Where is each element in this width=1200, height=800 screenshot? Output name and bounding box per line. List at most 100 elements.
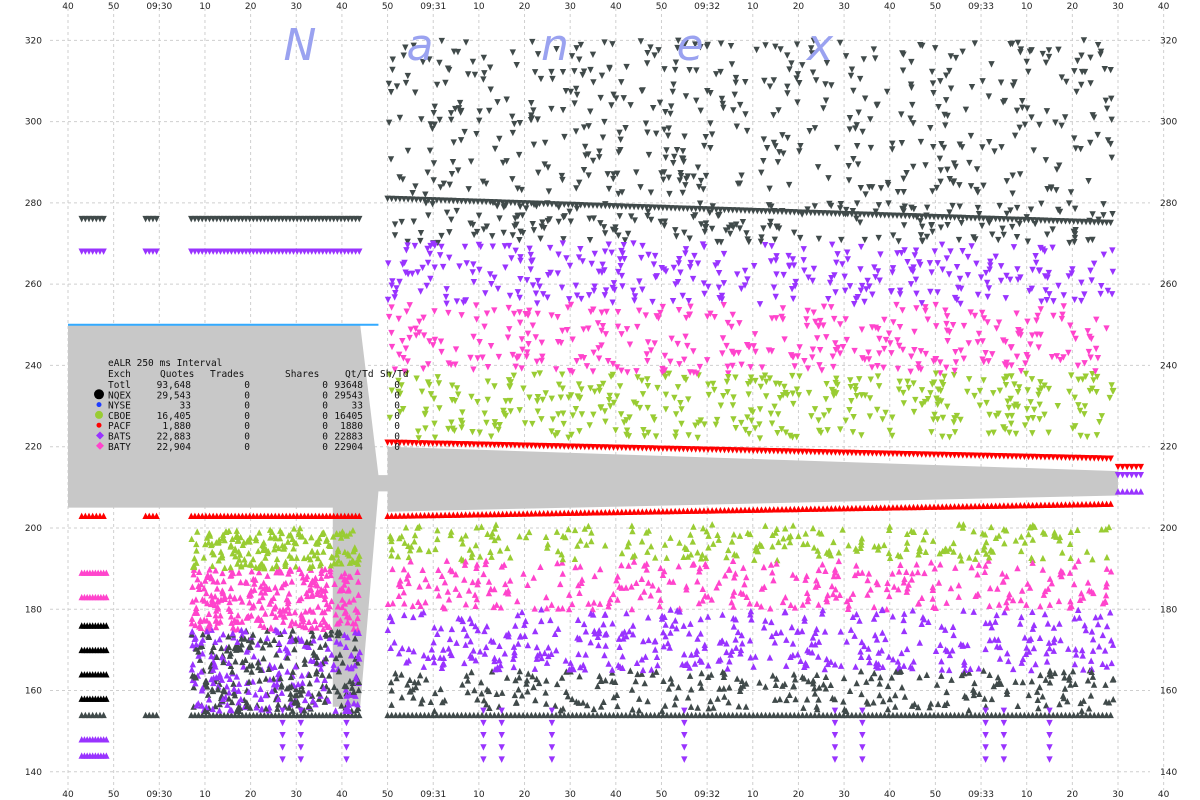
ask-cloud-mark — [992, 412, 1000, 420]
ask-cloud-mark — [944, 338, 951, 345]
bid-cloud-mark — [341, 581, 348, 588]
bid-cloud-mark — [469, 578, 476, 586]
ask-cloud-mark — [661, 218, 669, 225]
bid-cloud-mark — [966, 554, 973, 561]
pacf-bid-mark — [902, 503, 909, 511]
bid-cloud-mark — [914, 703, 922, 711]
ask-cloud-mark — [924, 316, 931, 323]
ask-cloud-mark — [386, 371, 393, 378]
bid-cloud-mark — [735, 702, 743, 710]
bid-cloud-mark — [314, 554, 322, 562]
bid-floor-mark — [667, 711, 675, 719]
bid-cloud-mark — [545, 652, 552, 660]
high-ask-mark — [930, 143, 937, 151]
bid-cloud-mark — [308, 692, 316, 699]
ask-cloud-mark — [841, 273, 848, 280]
ask-cloud-mark — [844, 249, 851, 256]
ask-cloud-mark — [534, 277, 542, 285]
ask-cloud-mark — [594, 320, 602, 327]
high-ask-mark — [449, 159, 457, 166]
ask-cloud-mark — [578, 295, 585, 303]
ask-cloud-mark — [504, 334, 512, 341]
bid-cloud-mark — [543, 604, 550, 612]
bid-cloud-mark — [1029, 559, 1036, 566]
bid-cloud-mark — [315, 690, 323, 697]
bid-cloud-mark — [197, 624, 205, 632]
bid-cloud-mark — [235, 687, 242, 694]
bid-floor-mark — [754, 711, 761, 719]
bid-cloud-mark — [1101, 647, 1109, 654]
high-ask-mark — [774, 159, 782, 166]
high-ask-mark — [436, 59, 443, 67]
bid-cloud-mark — [837, 662, 845, 669]
ask-cloud-mark — [619, 283, 626, 290]
ask-ceiling-mark — [906, 213, 913, 220]
pacf-bid-mark — [832, 505, 839, 512]
bid-cloud-mark — [192, 634, 199, 641]
ask-cloud-mark — [768, 315, 776, 322]
bid-cloud-mark — [1080, 666, 1087, 673]
ask-cloud-mark — [889, 265, 897, 272]
bid-cloud-mark — [870, 699, 877, 706]
pacf-ask-mark — [676, 445, 683, 453]
bid-cloud-mark — [430, 653, 437, 660]
ask-ceiling-mark — [548, 201, 556, 208]
ask-cloud-mark — [620, 242, 628, 249]
bid-cloud-mark — [805, 594, 812, 601]
bid-cloud-mark — [772, 681, 779, 689]
pacf-ask-mark — [943, 451, 950, 459]
bid-cloud-mark — [254, 659, 262, 666]
pacf-bid-mark — [515, 510, 523, 517]
bid-cloud-mark — [579, 699, 587, 706]
bid-cloud-mark — [1079, 594, 1087, 601]
ask-cloud-mark — [853, 215, 860, 222]
bid-cloud-mark — [473, 524, 480, 531]
bid-cloud-mark — [628, 605, 636, 613]
bid-cloud-mark — [718, 637, 725, 645]
high-ask-mark — [986, 139, 993, 146]
ask-cloud-mark — [418, 388, 426, 396]
ask-ceiling-mark — [811, 209, 819, 217]
bid-cloud-mark — [419, 566, 426, 573]
bid-cloud-mark — [301, 696, 309, 704]
ask-cloud-mark — [481, 323, 488, 331]
bid-cloud-mark — [1069, 667, 1077, 675]
ask-cloud-mark — [1014, 388, 1022, 396]
bid-cloud-mark — [204, 691, 212, 698]
ask-cloud-mark — [861, 236, 868, 244]
bid-cloud-mark — [416, 545, 423, 553]
ask-cloud-mark — [843, 206, 850, 214]
ask-cloud-mark — [552, 366, 560, 373]
bid-cloud-mark — [1056, 537, 1063, 544]
bid-cloud-mark — [292, 663, 299, 670]
ask-cloud-mark — [1003, 359, 1010, 366]
ask-cloud-mark — [1088, 277, 1095, 284]
ask-cloud-mark — [738, 419, 745, 427]
bid-cloud-mark — [900, 616, 907, 624]
bid-cloud-mark — [282, 607, 289, 614]
bid-cloud-mark — [492, 521, 500, 528]
bid-cloud-mark — [280, 580, 288, 588]
bid-cloud-mark — [1014, 702, 1022, 710]
ask-cloud-mark — [913, 214, 921, 221]
bid-cloud-mark — [1019, 678, 1026, 686]
pacf-ask-mark — [934, 451, 942, 459]
bid-cloud-mark — [668, 680, 676, 687]
bid-cloud-mark — [697, 615, 704, 623]
bid-cloud-mark — [603, 630, 610, 637]
ask-cloud-mark — [729, 362, 736, 370]
high-ask-mark — [820, 105, 827, 112]
pacf-ask-mark — [437, 440, 445, 448]
bid-cloud-mark — [288, 618, 296, 625]
ask-ceiling-mark — [721, 206, 728, 214]
ask-cloud-mark — [690, 348, 697, 355]
bid-floor-mark — [1086, 711, 1094, 719]
ask-cloud-mark — [820, 303, 828, 310]
high-ask-mark — [664, 132, 672, 140]
high-ask-mark — [487, 86, 494, 93]
bid-cloud-mark — [858, 690, 865, 698]
bid-cloud-mark — [548, 601, 555, 608]
bid-cloud-mark — [224, 701, 231, 708]
bid-cloud-mark — [588, 537, 595, 545]
high-ask-mark — [933, 184, 940, 192]
